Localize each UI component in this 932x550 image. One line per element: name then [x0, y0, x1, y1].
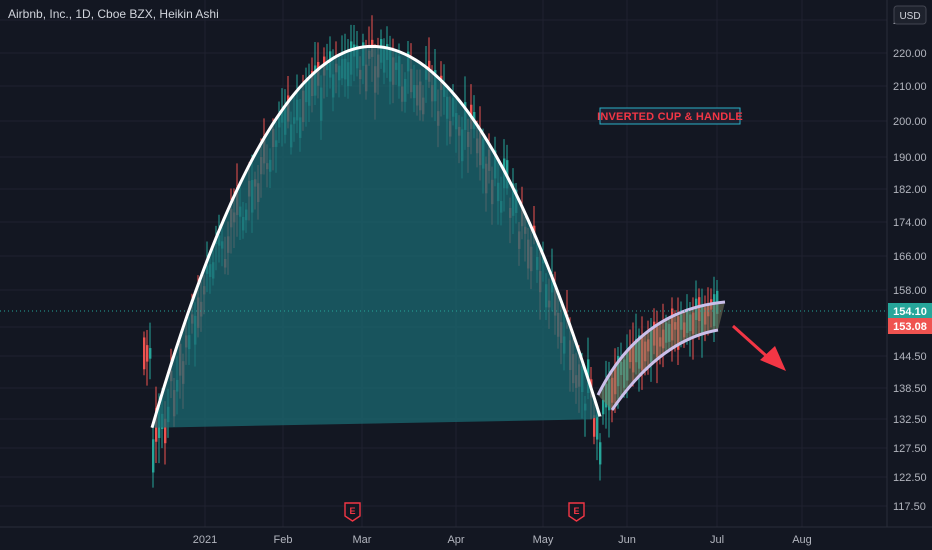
- earnings-label: E: [573, 506, 579, 516]
- time-tick-label: Feb: [274, 534, 293, 546]
- price-tick-label: 144.50: [893, 351, 927, 363]
- earnings-label: E: [349, 506, 355, 516]
- time-axis[interactable]: 2021 Feb Mar Apr May Jun Jul Aug: [193, 534, 812, 546]
- earnings-marker-may[interactable]: E: [568, 502, 585, 522]
- time-tick-label: Apr: [447, 534, 464, 546]
- price-tick-label: 182.00: [893, 184, 927, 196]
- price-tick-label: 200.00: [893, 116, 927, 128]
- down-arrow-icon: [731, 324, 786, 371]
- candle: [149, 322, 152, 380]
- price-tick-label: 117.50: [893, 501, 926, 513]
- candle: [599, 433, 602, 481]
- handle-overlay: [596, 300, 726, 411]
- cup-outline: [150, 44, 602, 429]
- price-tick-label: 132.50: [893, 414, 927, 426]
- time-tick-label: 2021: [193, 534, 217, 546]
- price-tick-label: 174.00: [893, 217, 927, 229]
- handle-upper-line: [596, 300, 726, 396]
- time-tick-label: May: [533, 534, 554, 546]
- handle-fill: [598, 302, 725, 410]
- handle-lower-line: [610, 328, 719, 411]
- candle: [146, 330, 149, 386]
- last-price-value: 154.10: [893, 306, 927, 318]
- earnings-marker-feb[interactable]: E: [344, 502, 361, 522]
- pattern-label: INVERTED CUP & HANDLE: [597, 111, 743, 123]
- time-tick-label: Mar: [353, 534, 372, 546]
- chart-title: Airbnb, Inc., 1D, Cboe BZX, Heikin Ashi: [8, 7, 219, 21]
- price-tick-label: 127.50: [893, 443, 927, 455]
- last-price-badge: 154.10: [888, 303, 932, 319]
- pattern-label-box[interactable]: INVERTED CUP & HANDLE: [597, 107, 743, 125]
- currency-label: USD: [899, 11, 920, 22]
- price-tick-label: 122.50: [893, 472, 927, 484]
- price-tick-label: 190.00: [893, 152, 927, 164]
- time-tick-label: Aug: [792, 534, 812, 546]
- prev-price-value: 153.08: [893, 321, 927, 333]
- candle: [143, 331, 146, 376]
- price-tick-label: 210.00: [893, 81, 927, 93]
- price-tick-label: 220.00: [893, 48, 927, 60]
- cup-fill: [152, 46, 600, 428]
- candle: [152, 424, 155, 488]
- prev-price-badge: 153.08: [888, 318, 932, 334]
- price-tick-label: 166.00: [893, 251, 927, 263]
- time-tick-label: Jun: [618, 534, 636, 546]
- price-tick-label: 158.00: [893, 285, 927, 297]
- time-tick-label: Jul: [710, 534, 724, 546]
- currency-button[interactable]: USD: [893, 5, 927, 25]
- price-tick-label: 138.50: [893, 383, 927, 395]
